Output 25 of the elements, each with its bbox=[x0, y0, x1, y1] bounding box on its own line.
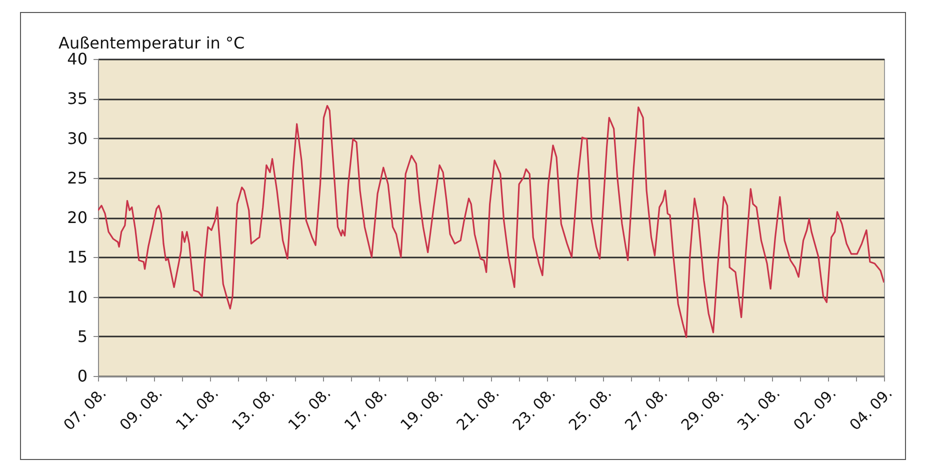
y-tick-label: 30 bbox=[67, 128, 88, 148]
y-tick-label: 35 bbox=[67, 89, 88, 108]
x-tick-label: 25. 08. bbox=[565, 384, 616, 434]
x-tick-label: 21. 08. bbox=[452, 384, 503, 434]
x-tick-label: 27. 08. bbox=[621, 384, 672, 434]
y-tick-label: 0 bbox=[77, 366, 88, 386]
x-tick-label: 09. 08. bbox=[116, 384, 166, 434]
x-tick-label: 31. 08. bbox=[734, 384, 784, 434]
x-tick-label: 04. 09. bbox=[846, 384, 896, 434]
x-tick-label: 23. 08. bbox=[509, 384, 559, 434]
y-tick-label: 40 bbox=[67, 50, 88, 68]
x-tick-label: 29. 08. bbox=[678, 384, 728, 434]
y-tick-label: 25 bbox=[67, 168, 88, 188]
y-tick-label: 20 bbox=[67, 208, 88, 227]
x-tick-label: 13. 08. bbox=[228, 384, 278, 434]
x-tick-label: 07. 08. bbox=[60, 384, 110, 434]
x-tick-label: 02. 09. bbox=[790, 384, 840, 434]
y-tick-label: 15 bbox=[67, 248, 88, 267]
y-tick-label: 5 bbox=[77, 326, 88, 346]
y-axis-title: Außentemperatur in °C bbox=[58, 34, 245, 52]
x-tick-label: 17. 08. bbox=[340, 384, 391, 434]
y-tick-label: 10 bbox=[67, 287, 88, 306]
x-tick-label: 11. 08. bbox=[172, 384, 222, 434]
x-tick-label: 19. 08. bbox=[396, 384, 447, 434]
x-tick-label: 15. 08. bbox=[284, 384, 334, 434]
